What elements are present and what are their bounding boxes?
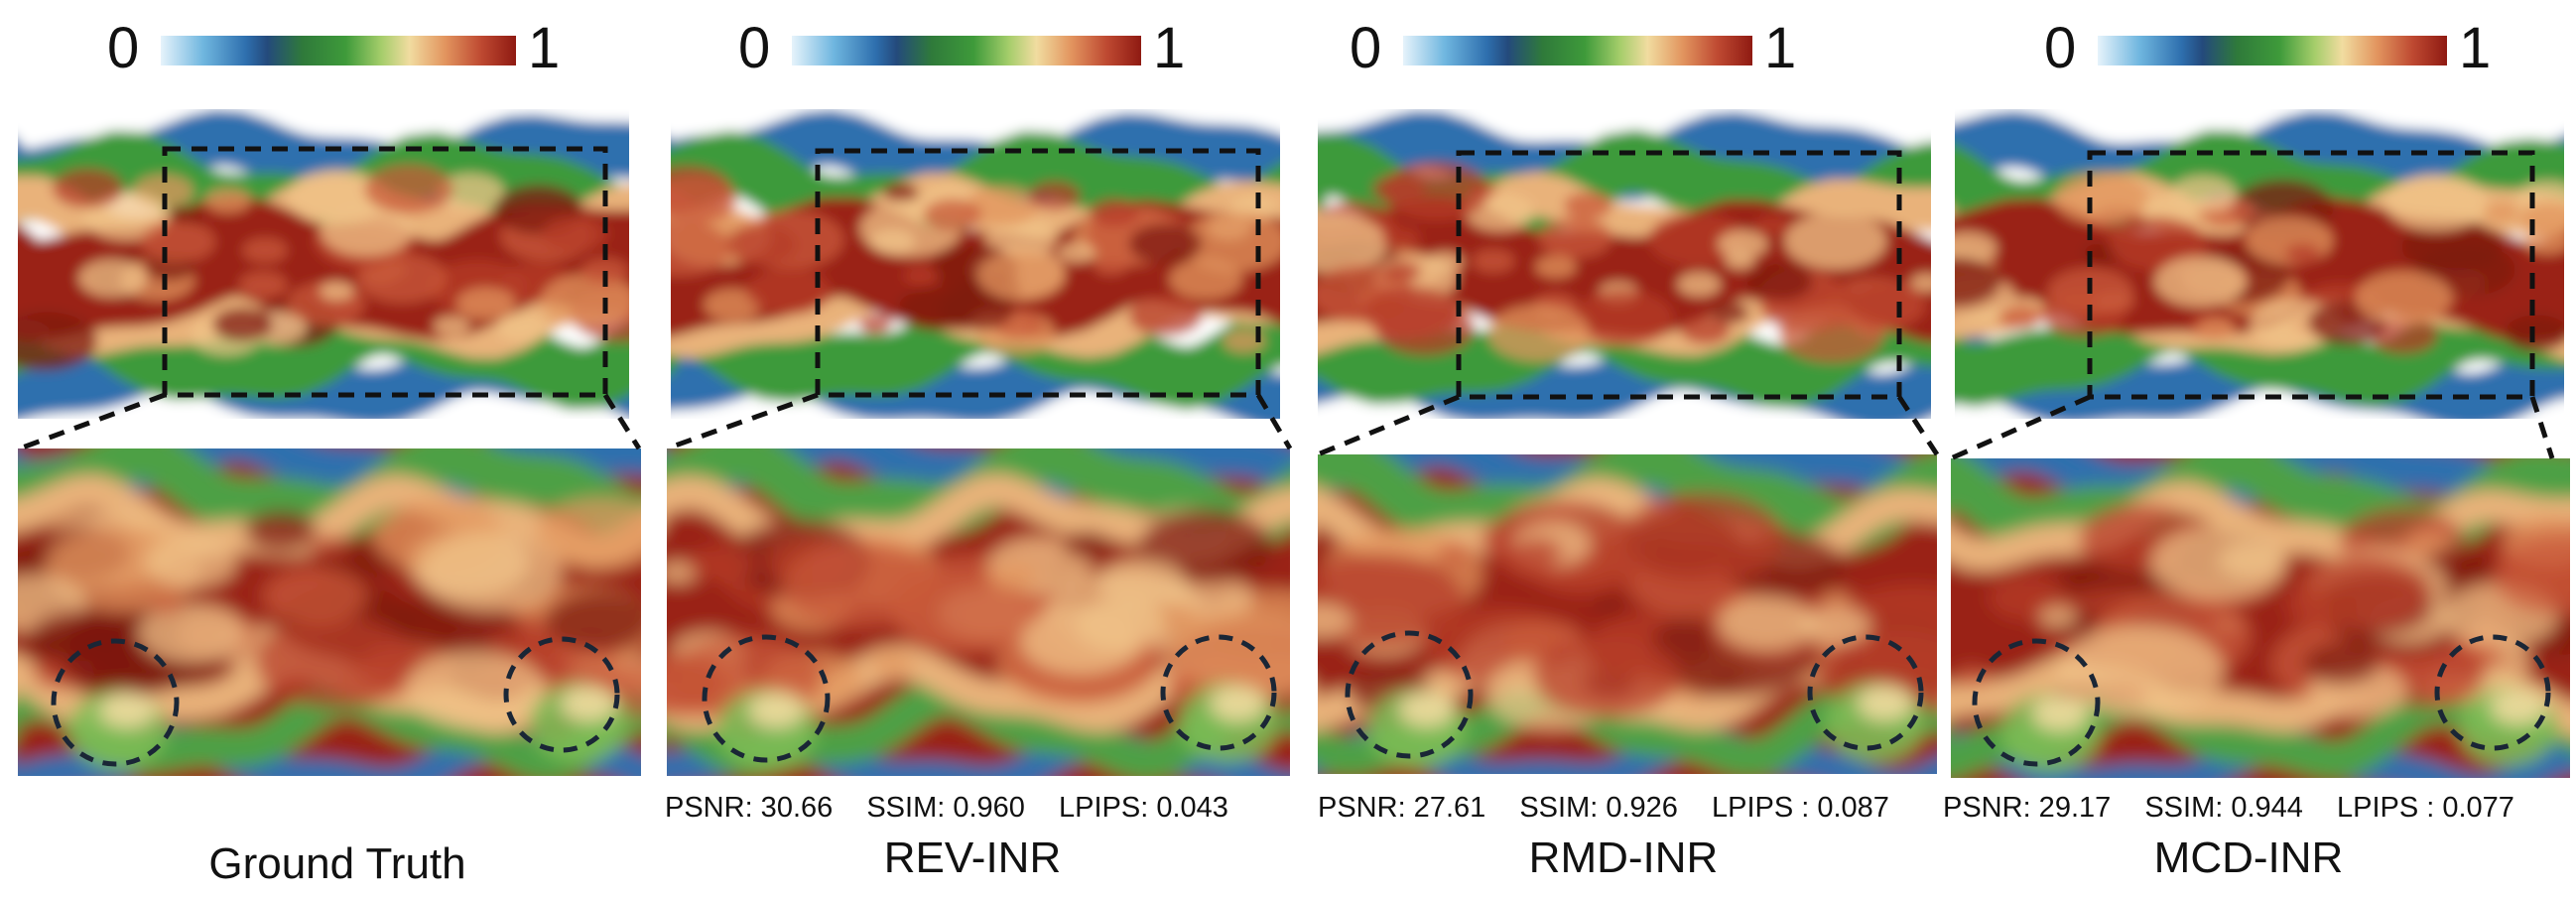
colorbar-max-label: 1: [528, 16, 561, 80]
column-rmd-inr: 0 1 PSNR: 27.61 SSIM: 0.926 LPIPS : 0.08…: [1306, 0, 1941, 897]
zoom-view-image: [1951, 458, 2570, 778]
zoom-view-image: [667, 448, 1290, 776]
psnr-value: PSNR: 29.17: [1943, 792, 2112, 824]
metrics-row: PSNR: 29.17 SSIM: 0.944 LPIPS : 0.077: [1943, 792, 2540, 825]
colorbar: 0 1: [655, 14, 1290, 83]
full-view-image: [18, 109, 629, 419]
panel-caption: MCD-INR: [2153, 833, 2344, 882]
panel-caption: REV-INR: [883, 833, 1062, 882]
colorbar-max-label: 1: [1153, 16, 1186, 80]
colorbar-max-label: 1: [2459, 16, 2492, 80]
column-ground-truth: 0 1 Ground Truth: [0, 0, 645, 897]
colorbar-min-label: 0: [107, 16, 140, 80]
column-rev-inr: 0 1 PSNR: 30.66 SSIM: 0.960 LPIPS: 0.043…: [655, 0, 1290, 897]
ssim-value: SSIM: 0.926: [1519, 792, 1678, 824]
lpips-value: LPIPS : 0.087: [1711, 792, 1889, 824]
colorbar: 0 1: [0, 14, 645, 83]
full-view-image: [671, 109, 1280, 419]
colorbar-min-label: 0: [738, 16, 771, 80]
colorbar: 0 1: [1306, 14, 1941, 83]
colorbar-max-label: 1: [1764, 16, 1797, 80]
colorbar: 0 1: [1941, 14, 2576, 83]
column-mcd-inr: 0 1 PSNR: 29.17 SSIM: 0.944 LPIPS : 0.07…: [1941, 0, 2576, 897]
full-view-image: [1955, 109, 2564, 419]
lpips-value: LPIPS : 0.077: [2336, 792, 2514, 824]
panel-caption: Ground Truth: [208, 839, 466, 888]
metrics-row: PSNR: 30.66 SSIM: 0.960 LPIPS: 0.043: [665, 792, 1254, 825]
colorbar-gradient: [2098, 36, 2447, 65]
colorbar-min-label: 0: [2044, 16, 2077, 80]
lpips-value: LPIPS: 0.043: [1058, 792, 1228, 824]
panel-caption: RMD-INR: [1528, 833, 1719, 882]
ssim-value: SSIM: 0.960: [866, 792, 1025, 824]
colorbar-gradient: [1403, 36, 1752, 65]
zoom-view-image: [18, 448, 641, 776]
psnr-value: PSNR: 30.66: [665, 792, 834, 824]
psnr-value: PSNR: 27.61: [1318, 792, 1486, 824]
colorbar-min-label: 0: [1350, 16, 1382, 80]
metrics-row: PSNR: 27.61 SSIM: 0.926 LPIPS : 0.087: [1318, 792, 1915, 825]
ssim-value: SSIM: 0.944: [2144, 792, 2303, 824]
full-view-image: [1318, 109, 1931, 419]
zoom-view-image: [1318, 454, 1937, 774]
colorbar-gradient: [792, 36, 1141, 65]
colorbar-gradient: [161, 36, 516, 65]
